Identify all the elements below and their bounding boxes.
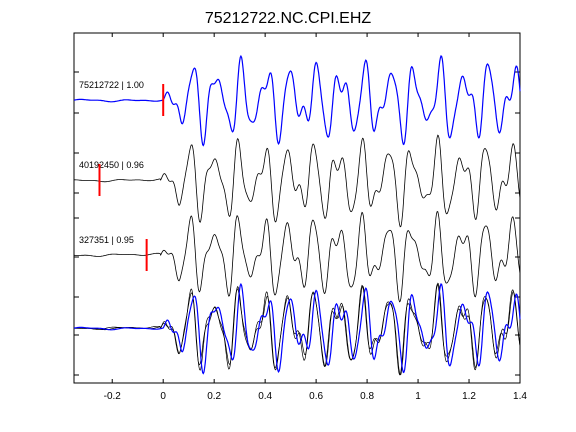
- trace-label: 75212722 | 1.00: [79, 80, 144, 90]
- waveform-trace: [74, 210, 521, 303]
- plot-frame: [73, 32, 521, 384]
- waveform-trace: [73, 54, 521, 147]
- x-tick-label: 0.6: [309, 391, 323, 402]
- y-tick-marks: [74, 32, 520, 376]
- stacked-trace: [74, 284, 521, 376]
- x-tick-label: 1: [415, 391, 421, 402]
- x-tick-label: 0.2: [207, 391, 221, 402]
- x-axis: -0.2 0 0.2 0.4 0.6 0.8 1 1.2 1.4: [104, 33, 527, 402]
- x-tick-label: 1.4: [513, 391, 527, 402]
- x-tick-label: 1.2: [462, 391, 476, 402]
- chart-title: 75212722.NC.CPI.EHZ: [205, 10, 372, 27]
- x-tick-label: -0.2: [104, 391, 122, 402]
- trace-label: 40192450 | 0.96: [79, 160, 144, 170]
- x-tick-label: 0.4: [258, 391, 272, 402]
- x-tick-label: 0: [160, 391, 166, 402]
- traces: 75212722 | 1.00 40192450 | 0.96 327351 | 0…: [73, 54, 521, 376]
- waveform-trace: [74, 134, 521, 228]
- x-tick-label: 0.8: [360, 391, 374, 402]
- stacked-trace: [73, 282, 521, 375]
- trace-label: 327351 | 0.95: [79, 235, 134, 245]
